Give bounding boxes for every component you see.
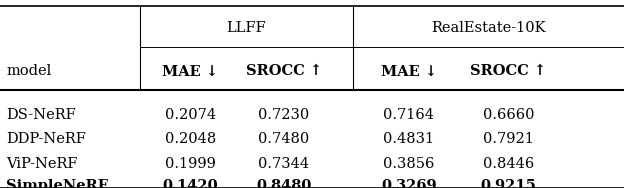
Text: 0.7164: 0.7164 bbox=[383, 108, 434, 122]
Text: 0.2048: 0.2048 bbox=[165, 132, 216, 146]
Text: 0.8480: 0.8480 bbox=[256, 179, 311, 188]
Text: 0.7921: 0.7921 bbox=[483, 132, 534, 146]
Text: 0.9215: 0.9215 bbox=[480, 179, 537, 188]
Text: MAE ↓: MAE ↓ bbox=[381, 64, 437, 78]
Text: SROCC ↑: SROCC ↑ bbox=[470, 64, 547, 78]
Text: 0.3269: 0.3269 bbox=[381, 179, 437, 188]
Text: 0.1999: 0.1999 bbox=[165, 157, 216, 171]
Text: 0.6660: 0.6660 bbox=[483, 108, 534, 122]
Text: 0.2074: 0.2074 bbox=[165, 108, 216, 122]
Text: SROCC ↑: SROCC ↑ bbox=[246, 64, 322, 78]
Text: LLFF: LLFF bbox=[227, 21, 266, 35]
Text: 0.1420: 0.1420 bbox=[162, 179, 218, 188]
Text: RealEstate-10K: RealEstate-10K bbox=[431, 21, 545, 35]
Text: 0.7344: 0.7344 bbox=[258, 157, 310, 171]
Text: 0.4831: 0.4831 bbox=[383, 132, 434, 146]
Text: MAE ↓: MAE ↓ bbox=[162, 64, 218, 78]
Text: DDP-NeRF: DDP-NeRF bbox=[6, 132, 86, 146]
Text: 0.3856: 0.3856 bbox=[383, 157, 434, 171]
Text: DS-NeRF: DS-NeRF bbox=[6, 108, 76, 122]
Text: SimpleNeRF: SimpleNeRF bbox=[6, 179, 109, 188]
Text: model: model bbox=[6, 64, 52, 78]
Text: 0.7480: 0.7480 bbox=[258, 132, 310, 146]
Text: ViP-NeRF: ViP-NeRF bbox=[6, 157, 78, 171]
Text: 0.8446: 0.8446 bbox=[483, 157, 534, 171]
Text: 0.7230: 0.7230 bbox=[258, 108, 310, 122]
